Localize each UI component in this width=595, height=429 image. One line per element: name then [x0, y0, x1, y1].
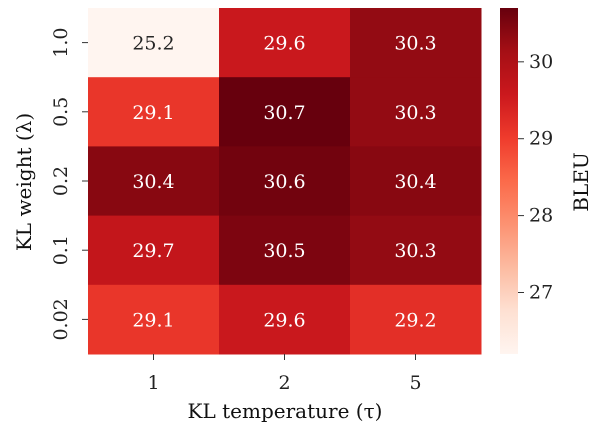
cell-value-label: 25.2 — [132, 33, 174, 55]
colorbar-tick-label: 29 — [529, 128, 553, 150]
cell-value-label: 30.4 — [394, 171, 436, 193]
heatmap-cell — [350, 8, 482, 78]
cell-value-label: 29.6 — [263, 33, 305, 55]
cell-value-label: 30.4 — [132, 171, 174, 193]
cell-value-label: 30.6 — [263, 171, 305, 193]
x-axis-label: KL temperature (τ) — [188, 399, 383, 423]
y-tick-label: 1.0 — [50, 27, 72, 57]
heatmap-cell — [219, 215, 351, 286]
heatmap-cell — [88, 284, 220, 355]
y-axis-label: KL weight (λ) — [12, 113, 36, 251]
cell-value-label: 30.3 — [394, 240, 436, 262]
cell-value-label: 29.1 — [132, 309, 174, 331]
heatmap-cell — [88, 8, 220, 78]
x-tick-labels: 1 2 5 — [147, 354, 422, 394]
colorbar-tick-label: 28 — [529, 205, 553, 227]
colorbar-label: BLEU — [569, 152, 593, 211]
colorbar-tick-label: 30 — [529, 51, 553, 73]
colorbar: 27 28 29 30 BLEU — [500, 8, 593, 354]
cell-value-label: 29.7 — [132, 240, 174, 262]
y-tick-label: 0.2 — [50, 166, 72, 196]
cell-value-label: 29.1 — [132, 102, 174, 124]
heatmap-cell — [350, 284, 482, 355]
cell-value-label: 30.7 — [263, 102, 305, 124]
cell-value-label: 30.3 — [394, 102, 436, 124]
y-tick-label: 0.5 — [50, 97, 72, 127]
x-tick-label: 2 — [278, 372, 290, 394]
heatmap-cell — [219, 8, 351, 78]
heatmap-cells: 25.2 29.6 30.3 29.1 30.7 30.3 30.4 30.6 30.4 29.7… — [88, 8, 482, 355]
heatmap-cell — [350, 77, 482, 147]
y-tick-label: 0.02 — [50, 298, 72, 340]
cell-value-label: 30.5 — [263, 240, 305, 262]
colorbar-gradient — [500, 8, 518, 354]
heatmap-cell — [88, 215, 220, 286]
heatmap-cell — [219, 284, 351, 355]
cell-value-label: 30.3 — [394, 33, 436, 55]
cell-value-label: 29.2 — [394, 309, 436, 331]
colorbar-tick-label: 27 — [529, 281, 553, 303]
heatmap-cell — [88, 77, 220, 147]
y-tick-label: 0.1 — [50, 235, 72, 265]
x-tick-label: 1 — [147, 372, 159, 394]
x-tick-label: 5 — [409, 372, 421, 394]
heatmap-cell — [350, 215, 482, 286]
heatmap-cell — [219, 146, 351, 217]
heatmap-cell — [88, 146, 220, 217]
y-tick-labels: 1.0 0.5 0.2 0.1 0.02 — [50, 27, 88, 341]
heatmap-cell — [219, 77, 351, 147]
cell-value-label: 29.6 — [263, 309, 305, 331]
colorbar-ticks: 27 28 29 30 — [518, 51, 553, 303]
heatmap-cell — [350, 146, 482, 217]
